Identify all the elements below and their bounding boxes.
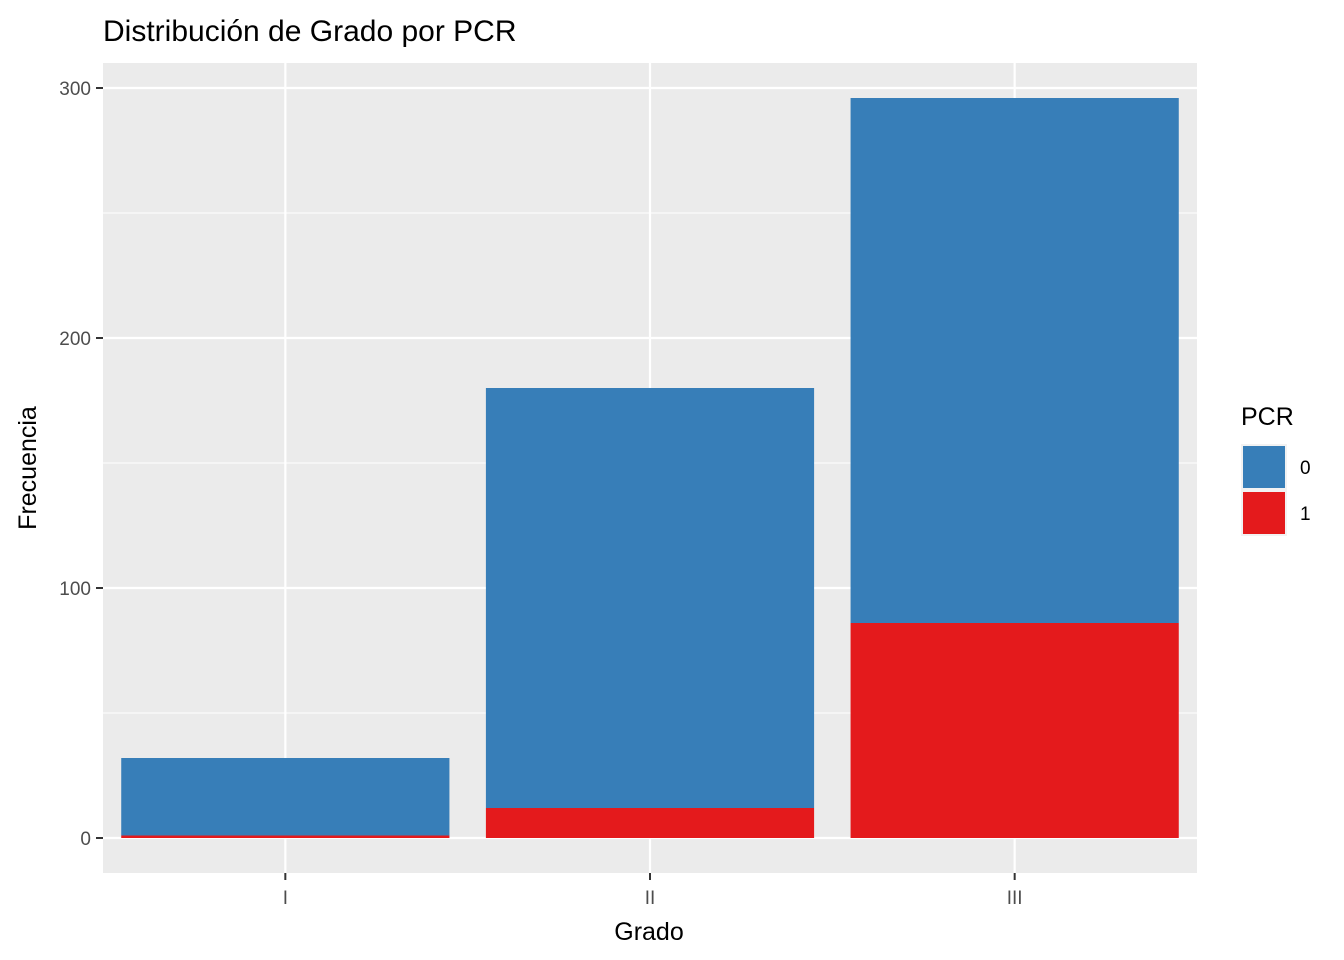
legend-swatch-0: [1243, 446, 1285, 488]
bar-III-pcr-1: [850, 623, 1179, 838]
legend-label-1: 1: [1300, 504, 1311, 525]
y-tick-label: 200: [59, 329, 91, 350]
bar-III-pcr-0: [850, 98, 1179, 623]
legend-swatch-1: [1243, 492, 1285, 534]
legend: PCR 0 1: [1241, 403, 1311, 536]
legend-label-0: 0: [1300, 458, 1311, 479]
bar-II-pcr-0: [485, 388, 815, 808]
y-tick-label: 100: [59, 579, 91, 600]
x-tick-label: II: [645, 888, 656, 909]
y-axis-title: Frecuencia: [14, 406, 42, 530]
y-axis: 0 100 200 300: [59, 79, 103, 850]
bars: [121, 98, 1179, 838]
y-tick-label: 0: [80, 829, 91, 850]
y-tick-label: 300: [59, 79, 91, 100]
x-axis: I II III: [283, 873, 1023, 909]
x-tick-label: I: [283, 888, 288, 909]
chart-title: Distribución de Grado por PCR: [103, 15, 517, 48]
bar-I-pcr-0: [121, 758, 450, 836]
bar-I-pcr-1: [121, 835, 450, 838]
bar-II-pcr-1: [485, 808, 815, 838]
x-axis-title: Grado: [614, 918, 683, 946]
x-tick-label: III: [1007, 888, 1023, 909]
legend-title: PCR: [1241, 403, 1294, 431]
